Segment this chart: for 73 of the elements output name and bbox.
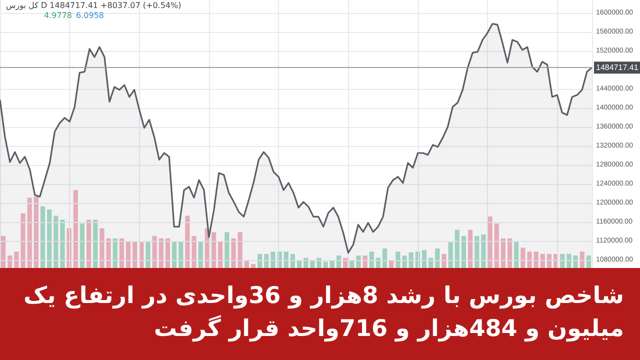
bar [362,256,368,268]
bar [435,248,440,268]
bar [14,252,19,268]
bar [270,252,276,268]
bar [93,220,98,268]
bar [132,241,138,268]
bar [40,206,46,268]
chart-subtitle: کل بورس D 1484717.41 +8037.07 (+0.54%) [6,1,182,10]
bar [54,216,58,268]
bar [442,254,446,268]
bar [527,252,532,268]
bar [408,252,414,268]
bar [520,248,526,268]
bar [316,258,322,268]
bar [382,248,388,268]
bar [540,254,545,268]
bar [238,232,242,268]
bar [218,241,223,268]
bar [586,256,592,268]
bar [8,256,12,268]
bar [474,236,480,268]
bar [112,238,118,268]
bar [250,264,256,268]
bar [264,254,269,268]
bar [60,220,65,268]
bar [80,224,85,268]
bar [534,252,538,268]
bar [461,236,466,268]
bar [336,256,342,268]
bar [146,241,150,268]
bar [152,236,157,268]
bar [47,210,52,268]
bar [454,230,460,268]
bar [546,254,552,268]
bar [0,236,6,268]
bar [34,196,38,268]
bar [481,234,486,268]
bar [172,241,177,268]
bar [448,242,453,268]
bar [126,241,131,268]
bar [560,254,565,268]
text: شاخص بورس با رشد 8هزار و 36واحدی در ارتفاع یک میلیون و 484هزار و 716واحد قرار گرفت [0,268,640,360]
bar [290,254,296,268]
bar [566,254,572,268]
bar [500,238,506,268]
bar [284,252,288,268]
bar [573,256,578,268]
bar [514,241,519,268]
bar [422,250,427,268]
bar [231,238,236,268]
bar [198,241,203,268]
bar [369,252,374,268]
bar [356,256,361,268]
bar [494,224,499,268]
bar [73,190,78,268]
bar [20,213,26,268]
ref-line-label: 1484717.41 [596,63,639,72]
bar [488,216,492,268]
bar [258,254,262,268]
bar [507,238,512,268]
bar [158,238,164,268]
annotation: 6.0958 [76,11,104,20]
bar [323,262,328,268]
bar [165,238,170,268]
bar [178,241,184,268]
bar [580,252,584,268]
bar [27,198,32,268]
bar [86,220,92,268]
bar [211,232,216,268]
bar [119,238,124,268]
bar [468,230,473,268]
annotation: 4.9778 [44,11,72,20]
bar [224,232,230,268]
